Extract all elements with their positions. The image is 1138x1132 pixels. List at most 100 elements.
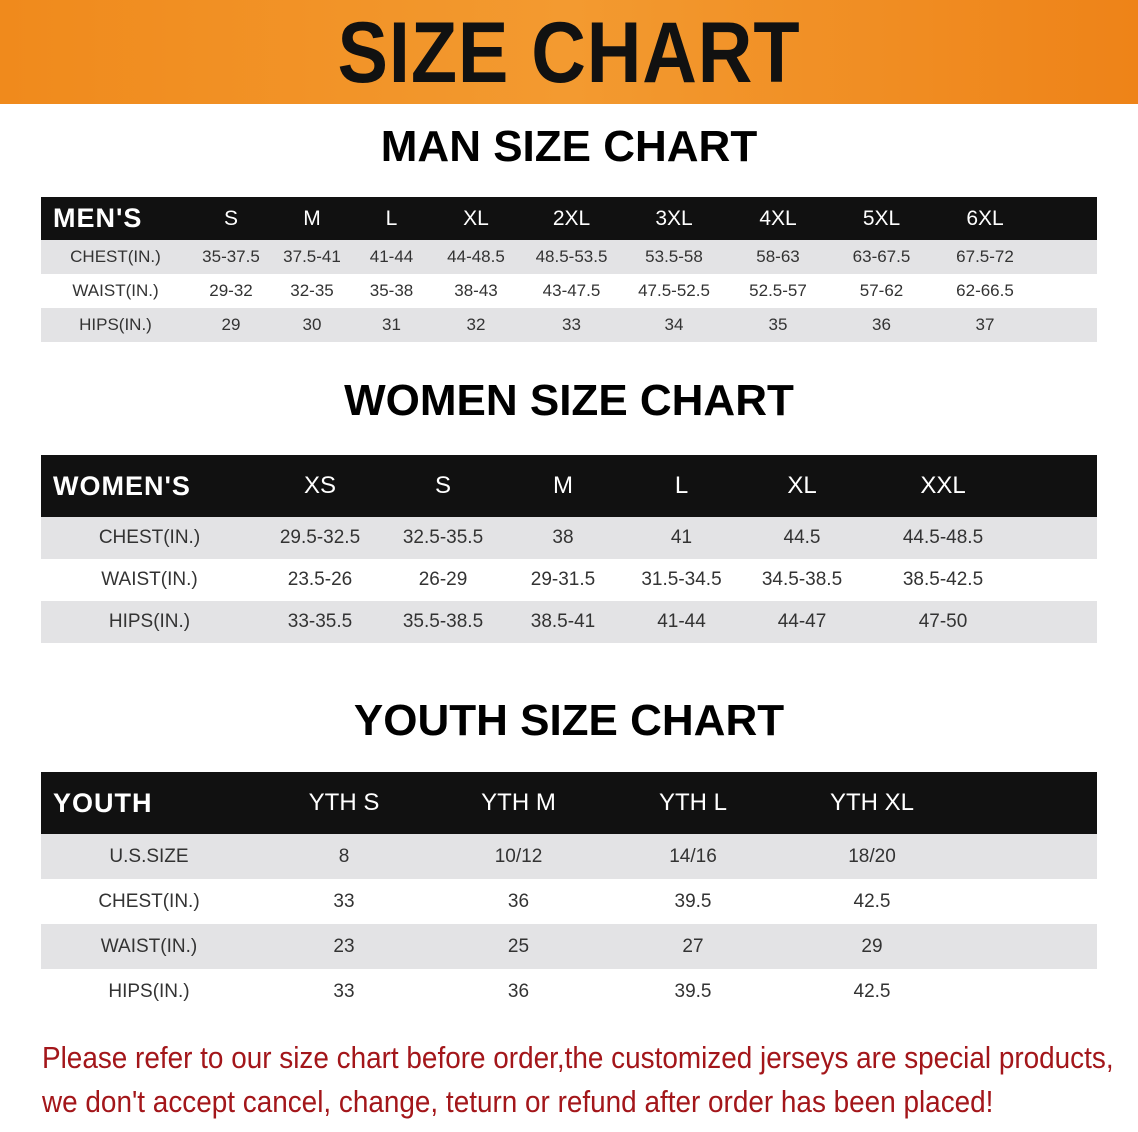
measurement-cell: 29: [221, 315, 241, 334]
measurement-cell: 18/20: [848, 845, 896, 867]
measurement-cell: 30: [302, 315, 322, 334]
measurement-cell: 67.5-72: [956, 247, 1014, 266]
measurement-cell: 31.5-34.5: [641, 569, 722, 590]
header-row: MEN'S S M L XL 2XL 3XL 4XL 5XL 6XL: [41, 197, 1097, 240]
measurement-cell: 32-35: [290, 281, 334, 300]
table-row: HIPS(IN.) 33 36 39.5 42.5: [41, 969, 1097, 1014]
size-header-cell: M: [553, 472, 573, 499]
table-title-cell: WOMEN'S: [53, 470, 191, 501]
banner: SIZE CHART: [0, 0, 1138, 104]
measurement-cell: 39.5: [674, 980, 712, 1002]
table-row: CHEST(IN.) 29.5-32.5 32.5-35.5 38 41 44.5 44.5…: [41, 517, 1097, 559]
measurement-cell: 38.5-42.5: [902, 569, 984, 590]
measurement-cell: 34: [664, 315, 684, 334]
measurement-cell: 42.5: [853, 980, 891, 1002]
measurement-cell: 38: [552, 527, 574, 548]
size-header-cell: YTH XL: [829, 789, 915, 816]
measurement-cell: 44-48.5: [447, 247, 505, 266]
size-header-cell: L: [674, 472, 689, 499]
row-label: WAIST(IN.): [101, 569, 198, 590]
size-header-cell: 6XL: [966, 206, 1004, 230]
youth-size-table: YOUTH YTH S YTH M YTH L YTH XL U.S.SIZE 8 10/12…: [41, 772, 1097, 1014]
measurement-cell: 35-37.5: [202, 247, 260, 266]
table-row: WAIST(IN.) 29-32 32-35 35-38 38-43 43-47.5 47.…: [41, 274, 1097, 308]
measurement-cell: 41-44: [369, 247, 414, 266]
measurement-cell: 47.5-52.5: [638, 281, 710, 300]
table-row: CHEST(IN.) 33 36 39.5 42.5: [41, 879, 1097, 924]
table-title-cell: YOUTH: [53, 787, 153, 818]
size-header-cell: 5XL: [862, 206, 901, 230]
measurement-cell: 36: [872, 315, 891, 334]
men-section-title: MAN SIZE CHART: [380, 122, 758, 171]
men-size-table: MEN'S S M L XL 2XL 3XL 4XL 5XL 6XL CHEST(IN.) 35-37…: [41, 197, 1097, 342]
header-row: WOMEN'S XS S M L XL XXL: [41, 455, 1097, 517]
measurement-cell: 33: [562, 315, 581, 334]
measurement-cell: 47-50: [918, 611, 968, 632]
measurement-cell: 63-67.5: [852, 247, 911, 266]
measurement-cell: 34.5-38.5: [761, 569, 843, 590]
measurement-cell: 44.5: [783, 527, 821, 548]
table-row: WAIST(IN.) 23 25 27 29: [41, 924, 1097, 969]
measurement-cell: 8: [338, 845, 350, 867]
table-row: HIPS(IN.) 29 30 31 32 33 34 35 36 37: [41, 308, 1097, 342]
measurement-cell: 35.5-38.5: [402, 611, 484, 632]
measurement-cell: 33: [333, 890, 355, 912]
measurement-cell: 26-29: [418, 569, 468, 590]
measurement-cell: 29: [861, 935, 883, 957]
row-label: CHEST(IN.): [98, 527, 201, 548]
measurement-cell: 14/16: [669, 845, 717, 867]
measurement-cell: 33: [333, 980, 355, 1002]
row-label: CHEST(IN.): [98, 890, 200, 912]
size-header-cell: XL: [787, 472, 817, 499]
measurement-cell: 44.5-48.5: [902, 527, 984, 548]
measurement-cell: 62-66.5: [956, 281, 1014, 300]
measurement-cell: 33-35.5: [287, 611, 353, 632]
size-header-cell: S: [434, 472, 451, 499]
measurement-cell: 48.5-53.5: [535, 247, 608, 266]
measurement-cell: 44-47: [777, 611, 827, 632]
measurement-cell: 32.5-35.5: [402, 527, 484, 548]
row-label: WAIST(IN.): [100, 935, 198, 957]
measurement-cell: 25: [507, 935, 530, 957]
size-header-cell: S: [223, 206, 238, 230]
size-header-cell: XXL: [920, 472, 966, 499]
measurement-cell: 52.5-57: [749, 281, 807, 300]
order-notice: Please refer to our size chart before or…: [42, 1036, 1114, 1124]
measurement-cell: 35: [768, 315, 788, 334]
measurement-cell: 38-43: [454, 281, 498, 300]
measurement-cell: 41-44: [657, 611, 706, 632]
measurement-cell: 38.5-41: [530, 611, 596, 632]
measurement-cell: 31: [382, 315, 401, 334]
measurement-cell: 10/12: [494, 845, 543, 867]
size-header-cell: YTH M: [481, 789, 556, 816]
measurement-cell: 37.5-41: [283, 247, 341, 266]
table-row: HIPS(IN.) 33-35.5 35.5-38.5 38.5-41 41-44 44-…: [41, 601, 1097, 643]
measurement-cell: 29.5-32.5: [279, 527, 361, 548]
women-section-title: WOMEN SIZE CHART: [344, 376, 794, 425]
measurement-cell: 36: [507, 890, 530, 912]
size-header-cell: XL: [463, 206, 489, 230]
size-header-cell: YTH L: [658, 789, 727, 816]
measurement-cell: 35-38: [369, 281, 414, 300]
table-row: U.S.SIZE 8 10/12 14/16 18/20: [41, 834, 1097, 879]
row-label: U.S.SIZE: [109, 845, 189, 867]
size-header-cell: M: [303, 206, 321, 230]
order-notice-line-1: Please refer to our size chart before or…: [42, 1040, 1114, 1075]
measurement-cell: 23: [333, 935, 355, 957]
measurement-cell: 57-62: [859, 281, 904, 300]
row-label: HIPS(IN.): [108, 611, 191, 632]
row-label: HIPS(IN.): [108, 980, 190, 1002]
order-notice-line-2: we don't accept cancel, change, teturn o…: [42, 1084, 994, 1119]
header-row: YOUTH YTH S YTH M YTH L YTH XL: [41, 772, 1097, 834]
measurement-cell: 29-31.5: [530, 569, 596, 590]
row-label: CHEST(IN.): [70, 247, 161, 266]
size-header-cell: YTH S: [308, 789, 380, 816]
row-label: WAIST(IN.): [72, 281, 159, 300]
measurement-cell: 42.5: [853, 890, 891, 912]
measurement-cell: 58-63: [756, 247, 800, 266]
women-size-table: WOMEN'S XS S M L XL XXL CHEST(IN.) 29.5-32.5 32.5…: [41, 455, 1097, 643]
measurement-cell: 43-47.5: [542, 281, 601, 300]
size-header-cell: 3XL: [655, 206, 693, 230]
youth-section-title: YOUTH SIZE CHART: [353, 696, 785, 745]
row-label: HIPS(IN.): [79, 315, 152, 334]
